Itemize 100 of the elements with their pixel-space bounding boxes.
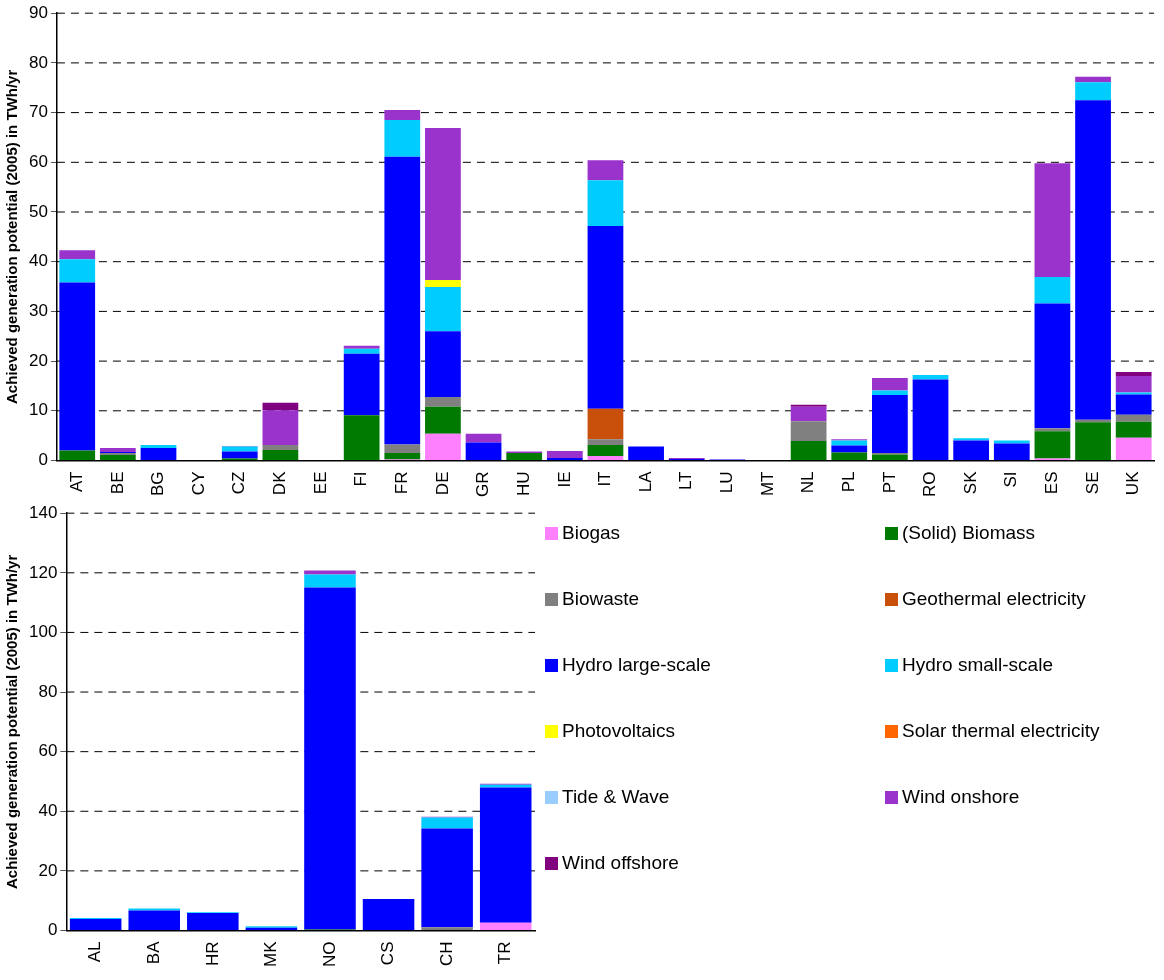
x-tick-label: SI xyxy=(1001,471,1021,488)
x-tick-label: AT xyxy=(66,471,86,492)
x-tick-label: IT xyxy=(595,471,615,487)
x-tick-label: CS xyxy=(378,941,398,966)
bar xyxy=(262,445,299,451)
x-tick-label: PL xyxy=(838,471,858,493)
bar xyxy=(262,450,299,460)
y-tick-label: 0 xyxy=(38,450,48,470)
x-tick-label: CH xyxy=(436,941,456,967)
bar xyxy=(953,440,990,460)
x-tick-label: MK xyxy=(261,940,281,967)
bar xyxy=(790,406,827,422)
legend-label: Biowaste xyxy=(562,588,640,610)
x-tick-label: ES xyxy=(1042,471,1062,495)
bar xyxy=(831,452,868,460)
x-tick-label: CY xyxy=(188,471,208,496)
bar xyxy=(343,348,380,354)
bar xyxy=(546,451,583,459)
bar xyxy=(1115,437,1152,460)
bar xyxy=(187,912,239,930)
bar xyxy=(362,898,415,930)
bar xyxy=(628,446,664,460)
bar xyxy=(425,280,461,288)
y-tick-label: 80 xyxy=(28,52,48,72)
x-tick-label: BE xyxy=(107,471,127,495)
x-tick-label: EE xyxy=(310,471,330,495)
bar xyxy=(425,128,461,281)
y-axis-title: Achieved generation potential (2005) in TWh/yr xyxy=(3,554,21,889)
bar xyxy=(479,922,532,930)
bar xyxy=(221,446,258,452)
bar xyxy=(304,574,356,588)
bar xyxy=(872,378,908,391)
bar xyxy=(587,225,624,409)
bar xyxy=(1115,421,1152,438)
bar xyxy=(831,440,868,446)
legend-label: Hydro small-scale xyxy=(902,654,1053,676)
y-tick-label: 60 xyxy=(28,151,48,171)
x-tick-label: FI xyxy=(351,471,371,487)
bar xyxy=(790,441,827,460)
bar xyxy=(425,396,461,407)
bar xyxy=(872,390,908,395)
x-tick-label: DE xyxy=(432,471,452,496)
y-tick-label: 40 xyxy=(38,800,58,820)
bar xyxy=(1115,376,1152,393)
y-tick-label: 20 xyxy=(28,350,48,370)
x-tick-label: HU xyxy=(513,471,533,497)
bar xyxy=(1034,428,1071,432)
bar xyxy=(831,445,868,453)
x-tick-label: MT xyxy=(757,471,777,497)
bar xyxy=(384,120,421,157)
bar xyxy=(953,438,990,441)
x-tick-label: BG xyxy=(148,471,168,497)
y-tick-label: 20 xyxy=(38,860,58,880)
bar xyxy=(587,439,624,446)
bar xyxy=(872,454,908,460)
x-tick-label: RO xyxy=(920,471,940,497)
x-tick-label: AL xyxy=(85,941,105,963)
bar xyxy=(993,440,1030,444)
bar xyxy=(59,250,96,260)
y-tick-label: 30 xyxy=(28,301,48,321)
legend-label: (Solid) Biomass xyxy=(902,522,1036,544)
x-tick-label: SK xyxy=(960,470,980,495)
bar xyxy=(1075,100,1111,420)
bar xyxy=(1115,394,1152,415)
bar xyxy=(1034,277,1071,304)
bar xyxy=(993,443,1030,460)
bar xyxy=(1034,303,1071,429)
bar xyxy=(343,353,380,416)
legend-label: Tide & Wave xyxy=(562,786,670,808)
y-tick-label: 60 xyxy=(38,741,58,761)
bar xyxy=(425,433,461,460)
y-axis-title: Achieved generation potential (2005) in TWh/yr xyxy=(3,69,21,404)
x-tick-label: TR xyxy=(495,941,515,965)
bar xyxy=(872,394,908,454)
bar xyxy=(304,587,356,930)
bar xyxy=(465,442,502,460)
x-tick-label: IE xyxy=(554,471,574,488)
bar xyxy=(1115,372,1152,377)
bar xyxy=(221,451,258,459)
bar xyxy=(140,445,177,449)
bar xyxy=(425,331,461,397)
bar xyxy=(506,453,543,460)
bar xyxy=(59,282,96,451)
legend-label: Biogas xyxy=(562,522,621,544)
bar xyxy=(1034,163,1071,278)
bar xyxy=(384,110,421,121)
legend-label: Wind onshore xyxy=(902,786,1020,808)
y-tick-label: 50 xyxy=(28,201,48,221)
bar xyxy=(304,570,356,575)
bar xyxy=(343,345,380,349)
bar xyxy=(1075,76,1111,83)
bar xyxy=(587,445,624,457)
bar xyxy=(262,402,299,411)
y-tick-label: 120 xyxy=(28,562,58,582)
bar xyxy=(465,433,502,443)
legend-label: Hydro large-scale xyxy=(562,654,711,676)
x-tick-label: DK xyxy=(270,470,290,496)
y-tick-label: 100 xyxy=(28,622,58,642)
x-tick-label: FR xyxy=(391,471,411,495)
bar xyxy=(262,410,299,446)
